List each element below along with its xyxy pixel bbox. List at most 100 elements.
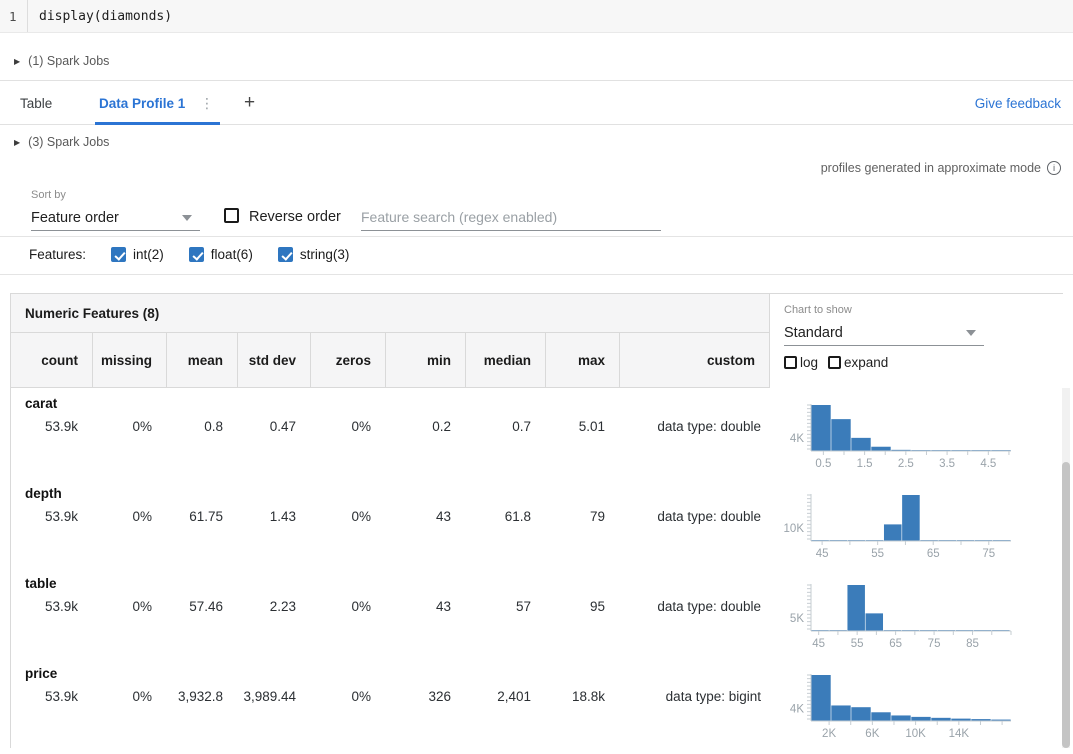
- cell-missing: 0%: [92, 592, 166, 658]
- cell-count: 53.9k: [11, 502, 92, 568]
- collapsed-arrow-icon: ▶: [14, 138, 20, 147]
- svg-text:65: 65: [889, 638, 902, 650]
- svg-text:1.5: 1.5: [857, 458, 873, 470]
- histogram-price: 4K2K6K10K14K: [769, 658, 1064, 748]
- float-checkbox[interactable]: [189, 247, 204, 262]
- sort-by-label: Sort by: [31, 189, 66, 201]
- feature-name: carat: [11, 388, 385, 412]
- cell-zeros: 0%: [310, 502, 385, 568]
- feature-search-input[interactable]: [361, 204, 661, 231]
- svg-text:75: 75: [928, 638, 941, 650]
- cell-custom: data type: double: [619, 592, 769, 658]
- tab-table[interactable]: Table: [20, 81, 52, 125]
- chevron-down-icon: [182, 215, 192, 221]
- chart-controls: Chart to show Standard log expand: [769, 294, 1064, 388]
- cell-max: 5.01: [545, 412, 619, 478]
- svg-text:55: 55: [871, 548, 884, 560]
- svg-text:14K: 14K: [949, 728, 970, 740]
- cell-zeros: 0%: [310, 682, 385, 748]
- col-std-dev: std dev: [237, 333, 310, 387]
- code-cell[interactable]: 1 display(diamonds): [0, 0, 1073, 33]
- svg-text:65: 65: [927, 548, 940, 560]
- col-count: count: [11, 333, 92, 387]
- chart-type-value: Standard: [784, 325, 843, 341]
- filter-float[interactable]: float(6): [189, 247, 253, 262]
- svg-text:2K: 2K: [822, 728, 836, 740]
- cell-max: 18.8k: [545, 682, 619, 748]
- feature-name: depth: [11, 478, 385, 502]
- tab-data-profile[interactable]: Data Profile 1: [99, 81, 185, 125]
- column-headers: count missing mean std dev zeros min med…: [11, 332, 769, 388]
- chart-type-dropdown[interactable]: Standard: [784, 320, 984, 346]
- cell-std-dev: 0.47: [237, 412, 310, 478]
- cell-max: 79: [545, 502, 619, 568]
- spark-jobs-toggle-3[interactable]: ▶ (3) Spark Jobs: [14, 135, 109, 149]
- svg-text:2.5: 2.5: [898, 458, 914, 470]
- line-number: 1: [0, 0, 28, 32]
- svg-text:6K: 6K: [865, 728, 879, 740]
- cell-count: 53.9k: [11, 682, 92, 748]
- cell-custom: data type: double: [619, 412, 769, 478]
- approx-mode-text: profiles generated in approximate mode: [821, 161, 1041, 175]
- cell-min: 43: [385, 502, 465, 568]
- cell-missing: 0%: [92, 682, 166, 748]
- scrollbar-thumb[interactable]: [1062, 462, 1070, 748]
- collapsed-arrow-icon: ▶: [14, 57, 20, 66]
- svg-text:10K: 10K: [784, 523, 805, 535]
- cell-custom: data type: double: [619, 502, 769, 568]
- string-checkbox[interactable]: [278, 247, 293, 262]
- svg-text:0.5: 0.5: [815, 458, 831, 470]
- table-header: Numeric Features (8) count missing mean …: [11, 294, 1062, 388]
- cell-mean: 0.8: [166, 412, 237, 478]
- reverse-order-label: Reverse order: [249, 209, 341, 225]
- svg-text:45: 45: [812, 638, 825, 650]
- svg-text:4.5: 4.5: [980, 458, 996, 470]
- cell-zeros: 0%: [310, 412, 385, 478]
- expand-checkbox[interactable]: [828, 356, 841, 369]
- approx-mode-note: profiles generated in approximate mode i: [821, 161, 1061, 175]
- spark-jobs-toggle-1[interactable]: ▶ (1) Spark Jobs: [14, 54, 109, 68]
- cell-std-dev: 2.23: [237, 592, 310, 658]
- svg-text:85: 85: [966, 638, 979, 650]
- log-option[interactable]: log: [784, 355, 818, 370]
- cell-min: 0.2: [385, 412, 465, 478]
- add-tab-button[interactable]: +: [238, 81, 261, 125]
- filter-int[interactable]: int(2): [111, 247, 164, 262]
- float-label: float(6): [211, 247, 253, 262]
- svg-text:55: 55: [851, 638, 864, 650]
- cell-median: 2,401: [465, 682, 545, 748]
- cell-mean: 57.46: [166, 592, 237, 658]
- cell-missing: 0%: [92, 412, 166, 478]
- histogram-depth: 10K45556575: [769, 478, 1064, 568]
- table-title: Numeric Features (8): [11, 294, 769, 332]
- expand-option[interactable]: expand: [828, 355, 888, 370]
- info-icon[interactable]: i: [1047, 161, 1061, 175]
- divider: [0, 274, 1073, 275]
- feature-name: price: [11, 658, 385, 682]
- filter-string[interactable]: string(3): [278, 247, 350, 262]
- reverse-order-checkbox[interactable]: [224, 208, 239, 223]
- cell-median: 57: [465, 592, 545, 658]
- features-label: Features:: [29, 247, 86, 262]
- svg-text:5K: 5K: [790, 613, 804, 625]
- feature-filters: Features: int(2) float(6) string(3): [29, 247, 349, 262]
- sort-by-dropdown[interactable]: Feature order: [31, 205, 200, 231]
- log-checkbox[interactable]: [784, 356, 797, 369]
- svg-text:75: 75: [982, 548, 995, 560]
- tab-menu-kebab-icon[interactable]: ⋮: [196, 81, 218, 125]
- spark-jobs-label: (3) Spark Jobs: [28, 135, 109, 149]
- cell-count: 53.9k: [11, 592, 92, 658]
- col-custom: custom: [619, 333, 769, 387]
- give-feedback-link[interactable]: Give feedback: [975, 81, 1061, 125]
- code-line[interactable]: display(diamonds): [28, 9, 172, 24]
- col-missing: missing: [92, 333, 166, 387]
- svg-text:10K: 10K: [905, 728, 926, 740]
- cell-min: 326: [385, 682, 465, 748]
- cell-custom: data type: bigint: [619, 682, 769, 748]
- active-tab-underline: [95, 122, 220, 125]
- feature-name: table: [11, 568, 385, 592]
- cell-mean: 3,932.8: [166, 682, 237, 748]
- int-checkbox[interactable]: [111, 247, 126, 262]
- chevron-down-icon: [966, 330, 976, 336]
- log-label: log: [800, 355, 818, 370]
